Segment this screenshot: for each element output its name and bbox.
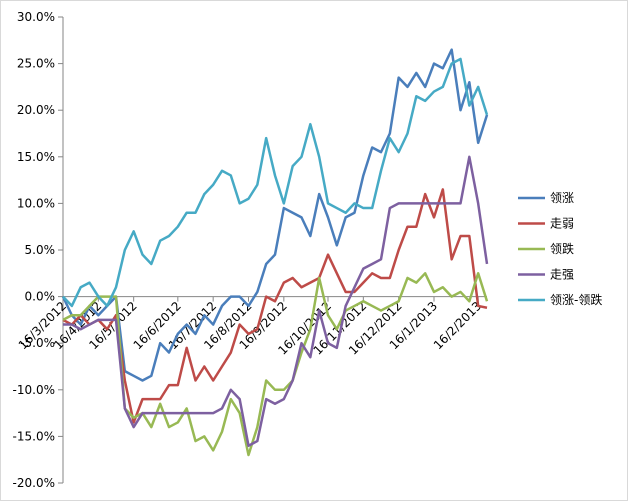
legend-label: 走弱 bbox=[550, 217, 574, 231]
y-tick-label: -5.0% bbox=[20, 336, 55, 350]
series-line bbox=[62, 188, 488, 424]
y-tick-label: 25.0% bbox=[17, 57, 55, 71]
y-tick-label: 5.0% bbox=[25, 243, 56, 257]
legend-label: 领跌 bbox=[550, 241, 574, 256]
y-tick-label: -20.0% bbox=[13, 476, 55, 490]
legend-label: 领涨-领跌 bbox=[550, 292, 602, 307]
series-line bbox=[61, 48, 489, 382]
y-tick-label: 15.0% bbox=[17, 150, 55, 164]
y-tick-label: -10.0% bbox=[13, 383, 55, 397]
y-tick-label: 0.0% bbox=[25, 290, 56, 304]
legend-label: 领涨 bbox=[550, 190, 574, 205]
legend-label: 走强 bbox=[550, 268, 574, 282]
series-line bbox=[63, 155, 489, 447]
y-tick-label: 30.0% bbox=[17, 10, 55, 24]
y-tick-label: 20.0% bbox=[17, 103, 55, 117]
y-tick-label: -15.0% bbox=[13, 429, 55, 443]
y-tick-label: 10.0% bbox=[17, 196, 55, 210]
series-line bbox=[62, 57, 489, 308]
series-line bbox=[62, 272, 489, 457]
